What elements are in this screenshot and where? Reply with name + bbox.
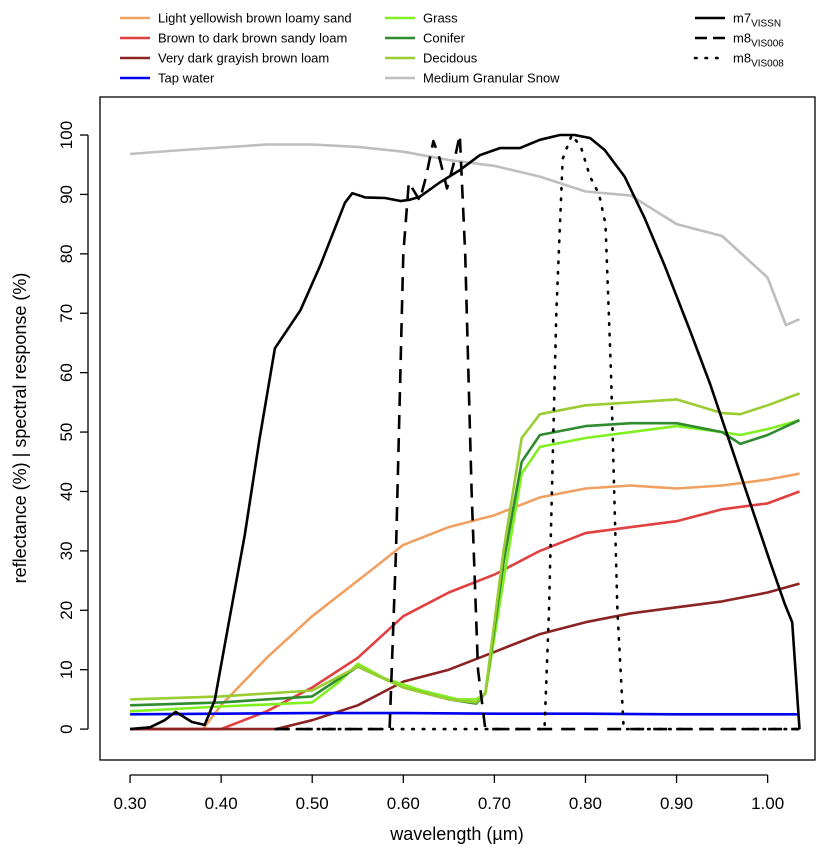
legend-name: Brown to dark brown sandy loam (158, 31, 347, 46)
series-line (130, 472, 800, 731)
y-axis-label: reflectance (%) | spectral response (%) (10, 273, 30, 584)
legend-name: Grass (423, 11, 458, 26)
legend-label: Very dark grayish brown loam (158, 51, 329, 66)
x-tick-label: 0.50 (296, 794, 329, 813)
legend-label: Decidous (423, 51, 478, 66)
legend-label: Conifer (423, 31, 466, 46)
series-line (130, 490, 800, 731)
plot-frame (99, 96, 816, 761)
y-tick-label: 70 (57, 304, 76, 323)
legend-name: Decidous (423, 51, 478, 66)
y-tick-label: 80 (57, 244, 76, 263)
x-axis-label: wavelength (µm) (389, 824, 523, 844)
series-line (130, 711, 800, 716)
legend-label: m8VIS006 (733, 31, 784, 50)
y-tick-label: 40 (57, 482, 76, 501)
y-tick-label: 50 (57, 423, 76, 442)
legend-subscript: VISSN (751, 19, 781, 30)
legend-label: Light yellowish brown loamy sand (158, 11, 352, 26)
plot-area (129, 133, 801, 731)
legend-name: m8 (733, 31, 751, 46)
legend-label: Medium Granular Snow (423, 71, 560, 86)
x-tick-label: 0.70 (478, 794, 511, 813)
y-tick-label: 30 (57, 541, 76, 560)
legend-name: m8 (733, 51, 751, 66)
legend-name: Conifer (423, 31, 466, 46)
legend-label: Grass (423, 11, 458, 26)
series-line (130, 418, 800, 713)
legend-subscript: VIS006 (751, 39, 784, 50)
x-tick-label: 0.30 (114, 794, 147, 813)
y-tick-label: 10 (57, 660, 76, 679)
x-tick-label: 1.00 (751, 794, 784, 813)
series-line (130, 582, 800, 731)
legend-subscript: VIS008 (751, 59, 784, 70)
legend-label: m7VISSN (733, 11, 781, 30)
legend-name: Very dark grayish brown loam (158, 51, 329, 66)
series-line (129, 133, 801, 731)
legend-name: Medium Granular Snow (423, 71, 560, 86)
y-tick-label: 0 (57, 724, 76, 733)
legend-name: Tap water (158, 71, 215, 86)
y-tick-label: 100 (57, 121, 76, 149)
legend-name: m7 (733, 11, 751, 26)
x-tick-label: 0.60 (387, 794, 420, 813)
series-line (130, 392, 800, 704)
x-tick-label: 0.80 (569, 794, 602, 813)
legend: Light yellowish brown loamy sand Brown to… (120, 11, 784, 86)
legend-name: Light yellowish brown loamy sand (158, 11, 352, 26)
series-line (274, 133, 801, 731)
legend-label: Tap water (158, 71, 215, 86)
series-line (275, 133, 800, 731)
series-line (130, 143, 801, 327)
y-tick-label: 20 (57, 601, 76, 620)
legend-label: m8VIS008 (733, 51, 784, 70)
x-tick-label: 0.90 (660, 794, 693, 813)
legend-label: Brown to dark brown sandy loam (158, 31, 347, 46)
x-tick-label: 0.40 (205, 794, 238, 813)
y-tick-label: 60 (57, 363, 76, 382)
y-tick-label: 90 (57, 185, 76, 204)
